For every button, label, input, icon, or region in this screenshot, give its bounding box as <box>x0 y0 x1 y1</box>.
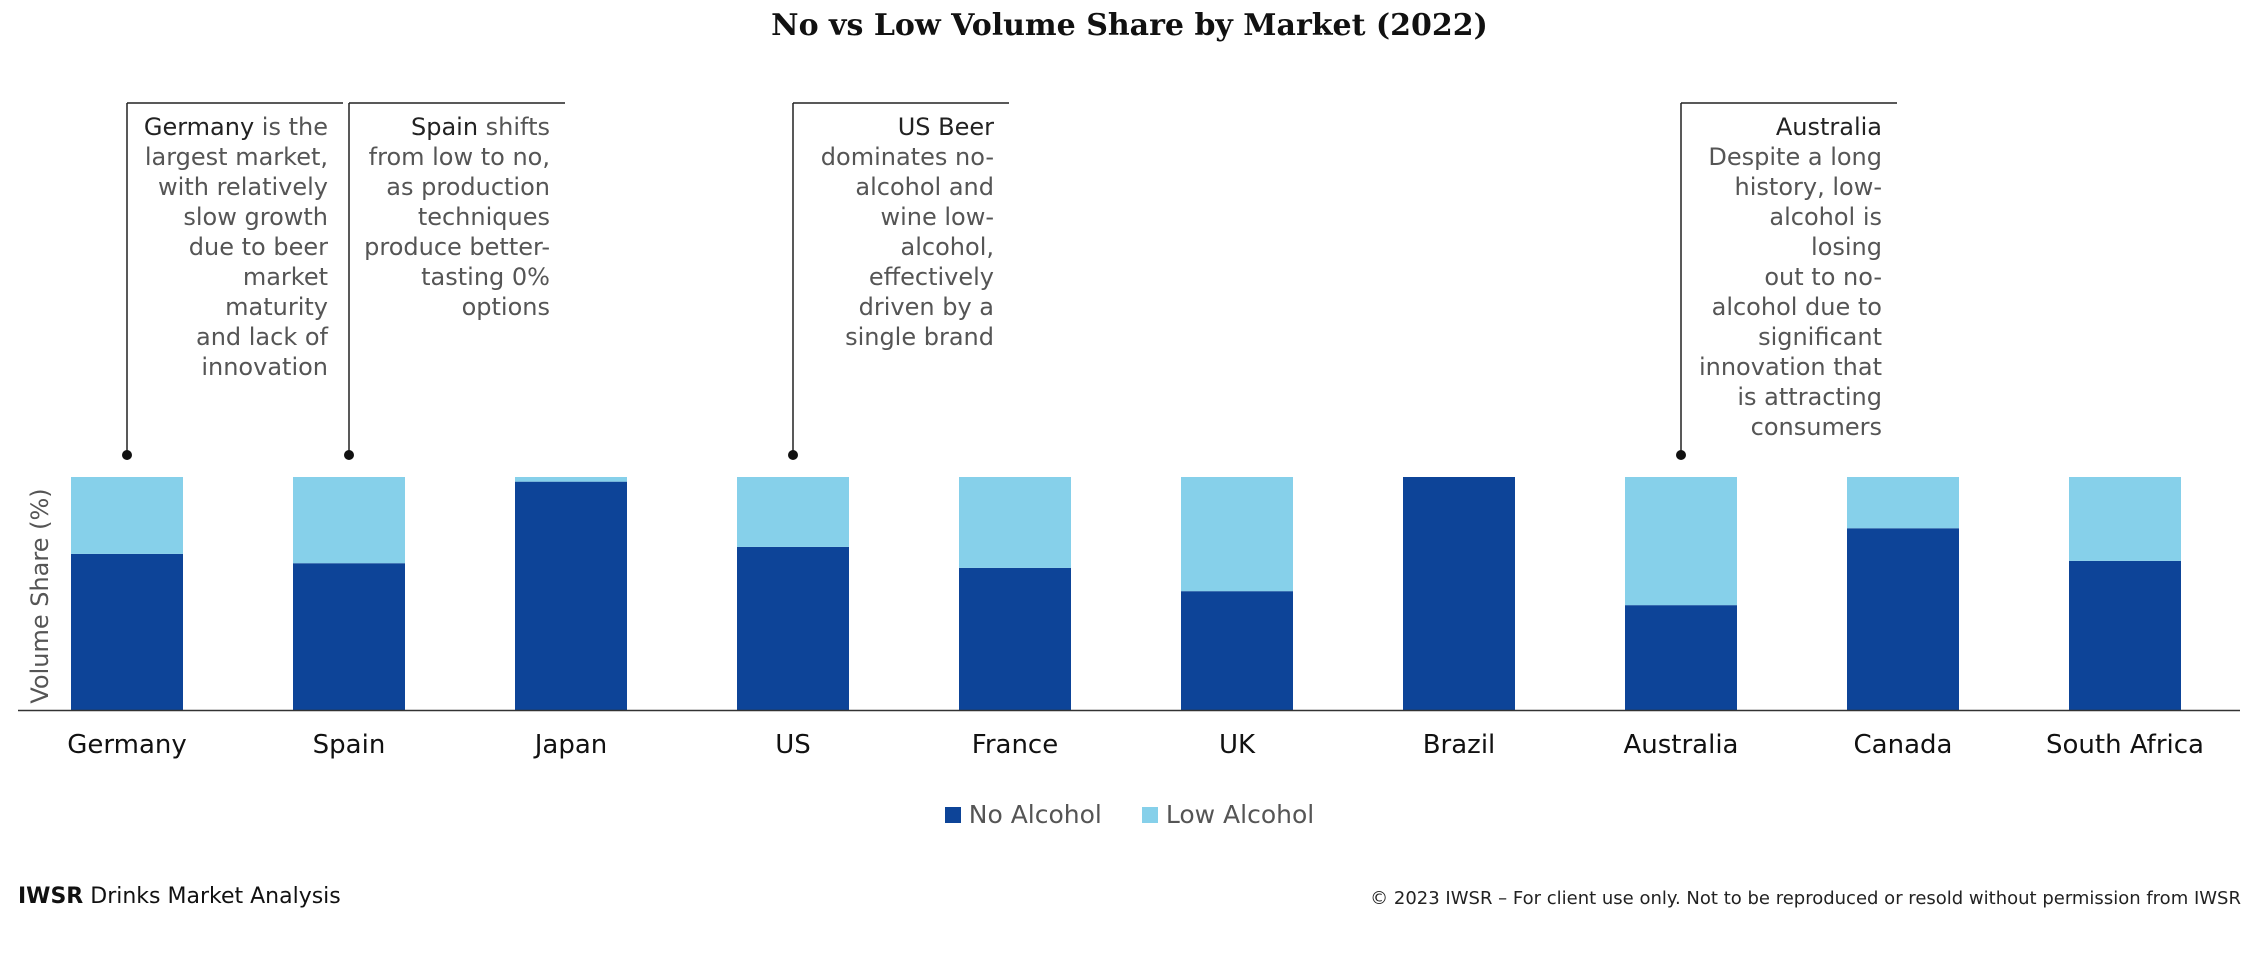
annotation-line: effectively <box>868 263 994 291</box>
bar-canada-low-alcohol <box>1847 477 1959 529</box>
legend-swatch-low-alcohol <box>1141 806 1158 823</box>
annotation-line: significant <box>1758 323 1882 351</box>
annotation-line: consumers <box>1750 413 1882 441</box>
annotation-line: wine low- <box>880 203 994 231</box>
annotation-line: Germany is the <box>143 113 328 141</box>
x-tick-label-us: US <box>775 730 811 760</box>
annotation-spain: Spain shifts from low to no, as production… <box>359 112 550 322</box>
callout-dot-australia <box>1676 450 1686 460</box>
bar-germany-no-alcohol <box>71 553 183 710</box>
callout-dot-us <box>788 450 798 460</box>
legend-swatch-no-alcohol <box>944 806 961 823</box>
bar-france-low-alcohol <box>959 477 1071 568</box>
annotation-line: is attracting <box>1737 383 1882 411</box>
bar-australia-no-alcohol <box>1625 605 1737 710</box>
x-tick-label-uk: UK <box>1219 730 1256 760</box>
annotation-line: innovation that <box>1698 353 1882 381</box>
annotation-line: driven by a <box>858 293 994 321</box>
annotation-line: alcohol due to <box>1711 293 1882 321</box>
callout-dot-germany <box>122 450 132 460</box>
annotation-line: with relatively <box>158 173 328 201</box>
annotation-line: largest market, <box>144 143 328 171</box>
bar-us-low-alcohol <box>737 477 849 547</box>
annotation-line: out to no- <box>1764 263 1882 291</box>
annotation-line: alcohol, <box>900 233 994 261</box>
footer-brand: IWSR Drinks Market Analysis <box>18 884 341 909</box>
annotation-us: US Beer dominates no-alcohol and wine low-… <box>803 112 994 352</box>
annotation-australia: Australia Despite a long history, low-alco… <box>1691 112 1882 442</box>
x-tick-label-brazil: Brazil <box>1423 730 1496 760</box>
brand-logo-text: IWSR <box>18 884 84 909</box>
annotation-line: dominates no- <box>820 143 994 171</box>
bar-canada-no-alcohol <box>1847 528 1959 710</box>
brand-subtitle: Drinks Market Analysis <box>90 884 341 909</box>
annotation-line: alcohol and <box>855 173 994 201</box>
legend-item-no-alcohol: No Alcohol <box>944 800 1102 829</box>
x-tick-label-france: France <box>972 730 1058 760</box>
annotation-line: Spain shifts <box>410 113 550 141</box>
annotation-line: Australia <box>1775 113 1882 141</box>
bar-spain-no-alcohol <box>293 563 405 710</box>
bar-australia-low-alcohol <box>1625 477 1737 606</box>
annotation-line: Despite a long <box>1708 143 1882 171</box>
annotation-line: alcohol is losing <box>1769 203 1882 261</box>
annotation-line: innovation <box>201 353 328 381</box>
legend-label-no-alcohol: No Alcohol <box>968 800 1102 829</box>
bar-germany-low-alcohol <box>71 477 183 554</box>
annotation-line: produce better- <box>364 233 550 261</box>
bar-us-no-alcohol <box>737 546 849 710</box>
legend: No Alcohol Low Alcohol <box>0 800 2259 829</box>
annotation-line: options <box>461 293 550 321</box>
annotation-germany: Germany is the largest market, with relati… <box>137 112 328 382</box>
bar-uk-no-alcohol <box>1181 591 1293 710</box>
x-tick-label-australia: Australia <box>1623 730 1738 760</box>
footer-copyright: © 2023 IWSR – For client use only. Not t… <box>1370 888 2241 909</box>
annotation-line: due to beer <box>188 233 328 261</box>
y-axis-label: Volume Share (%) <box>26 488 54 703</box>
bar-japan-no-alcohol <box>515 481 627 710</box>
bar-uk-low-alcohol <box>1181 477 1293 592</box>
callout-dot-spain <box>344 450 354 460</box>
annotation-line: slow growth <box>183 203 328 231</box>
bar-south-africa-low-alcohol <box>2069 477 2181 561</box>
bar-france-no-alcohol <box>959 567 1071 710</box>
bar-japan-low-alcohol <box>515 477 627 482</box>
annotation-line: single brand <box>845 323 994 351</box>
chart-title: No vs Low Volume Share by Market (2022) <box>771 8 1488 43</box>
legend-item-low-alcohol: Low Alcohol <box>1141 800 1315 829</box>
x-tick-label-spain: Spain <box>313 730 386 760</box>
x-tick-label-germany: Germany <box>67 730 187 760</box>
x-tick-label-japan: Japan <box>533 730 608 760</box>
annotation-line: history, low- <box>1734 173 1882 201</box>
callout-australia <box>1676 102 1897 460</box>
annotation-line: techniques <box>417 203 550 231</box>
annotation-line: tasting 0% <box>421 263 550 291</box>
bar-south-africa-no-alcohol <box>2069 560 2181 710</box>
callout-germany <box>122 102 343 460</box>
bar-spain-low-alcohol <box>293 477 405 564</box>
callout-spain <box>344 102 565 460</box>
annotation-line: and lack of <box>195 323 328 351</box>
x-tick-label-south-africa: South Africa <box>2046 730 2204 760</box>
x-tick-label-canada: Canada <box>1854 730 1953 760</box>
annotation-line: as production <box>386 173 550 201</box>
annotation-line: market maturity <box>225 263 328 321</box>
legend-label-low-alcohol: Low Alcohol <box>1165 800 1315 829</box>
callout-us <box>788 102 1009 460</box>
annotation-line: from low to no, <box>368 143 550 171</box>
bar-brazil-no-alcohol <box>1403 477 1515 710</box>
annotation-line: US Beer <box>897 113 994 141</box>
